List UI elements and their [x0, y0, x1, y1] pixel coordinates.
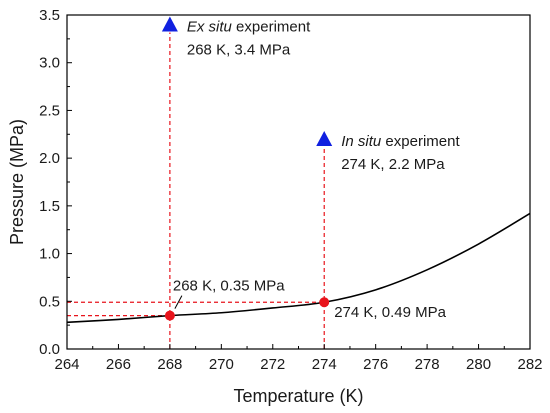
y-axis-ticks: 0.0 0.5 1.0 1.5 2.0 2.5 3.0 3.5	[39, 7, 72, 358]
x-tick-label: 276	[363, 356, 388, 373]
x-tick-label: 270	[209, 356, 234, 373]
curve-layer	[66, 212, 531, 324]
ex-situ-values: 268 K, 3.4 MPa	[187, 42, 291, 59]
y-tick-label: 0.0	[39, 341, 60, 358]
x-tick-label: 264	[54, 356, 79, 373]
ex-situ-rest: experiment	[232, 19, 311, 36]
x-tick-label: 274	[312, 356, 337, 373]
in-situ-values: 274 K, 2.2 MPa	[341, 156, 445, 173]
y-tick-label: 1.5	[39, 198, 60, 215]
data-point-triangle	[161, 16, 178, 32]
ex-situ-italic: Ex situ	[187, 19, 233, 36]
x-axis-title: Temperature (K)	[233, 386, 363, 406]
in-situ-rest: experiment	[381, 133, 460, 150]
data-point-circle	[164, 310, 175, 321]
plot-frame	[66, 14, 531, 350]
x-tick-label: 280	[466, 356, 491, 373]
y-tick-label: 3.0	[39, 55, 60, 72]
markers	[161, 16, 333, 321]
point-268-pointer	[174, 295, 183, 309]
y-tick-label: 2.5	[39, 102, 60, 119]
y-tick-label: 0.5	[39, 293, 60, 310]
point-274-label: 274 K, 0.49 MPa	[334, 304, 446, 321]
y-tick-label: 1.0	[39, 246, 60, 263]
y-tick-label: 2.0	[39, 150, 60, 167]
data-point-triangle	[316, 131, 333, 147]
data-point-circle	[319, 297, 330, 308]
in-situ-italic: In situ	[341, 133, 382, 150]
y-tick-label: 3.5	[39, 7, 60, 24]
x-tick-label: 278	[415, 356, 440, 373]
x-tick-label: 282	[517, 356, 542, 373]
x-axis-ticks: 264 266 268 270 272 274 276 278 280 282	[54, 344, 543, 373]
guide-lines	[67, 32, 325, 349]
x-tick-label: 272	[260, 356, 285, 373]
y-axis-title: Pressure (MPa)	[7, 119, 27, 245]
point-268-label: 268 K, 0.35 MPa	[173, 278, 285, 295]
in-situ-label: In situ experiment	[341, 133, 460, 150]
x-tick-label: 266	[106, 356, 131, 373]
x-tick-label: 268	[157, 356, 182, 373]
ex-situ-label: Ex situ experiment	[187, 19, 311, 36]
equilibrium-curve	[66, 212, 531, 324]
